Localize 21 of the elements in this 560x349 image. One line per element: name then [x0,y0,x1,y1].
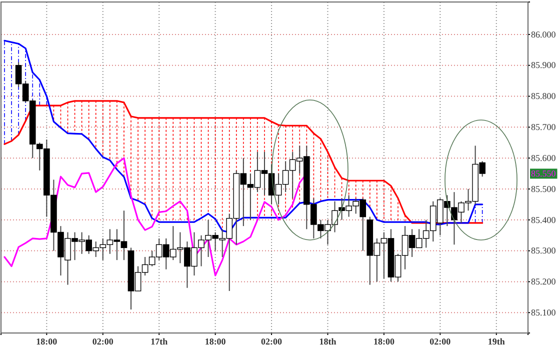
x-tick-label: 18:00 [373,336,395,346]
x-tick-label: 18:00 [36,336,58,346]
x-tick-label: 02:00 [92,336,114,346]
y-tick-label: 85.100 [531,307,556,318]
annotation: 85.550 [531,168,556,179]
y-tick-label: 85.700 [531,122,556,132]
y-tick-label: 85.300 [531,246,556,256]
y-tick-label: 85.400 [531,214,556,225]
x-tick-label: 18th [319,336,336,346]
line-series [4,100,484,224]
x-tick-label: 18:00 [204,336,226,346]
x-tick-label: 19th [488,336,505,346]
x-tick-label: 02:00 [261,336,283,346]
y-tick-label: 85.200 [531,276,556,287]
y-tick-label: 86.000 [531,29,556,40]
y-tick-label: 85.600 [531,152,556,163]
y-tick-label: 85.800 [531,91,556,102]
x-tick-label: 17th [150,336,168,346]
y-tick-label: 85.500 [531,184,556,194]
x-tick-label: 02:00 [430,336,452,346]
y-tick-label: 85.900 [531,60,556,70]
